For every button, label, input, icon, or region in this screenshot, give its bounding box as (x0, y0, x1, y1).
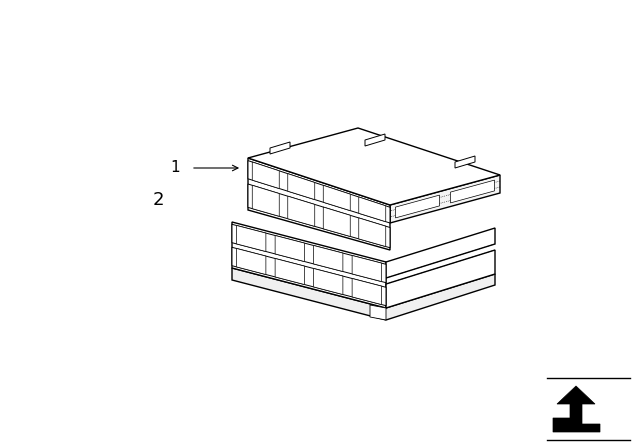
Polygon shape (252, 162, 279, 189)
Polygon shape (359, 218, 386, 246)
Polygon shape (248, 160, 390, 223)
Polygon shape (248, 128, 500, 205)
Polygon shape (390, 175, 500, 223)
Polygon shape (396, 195, 440, 218)
Polygon shape (455, 156, 475, 168)
Polygon shape (386, 250, 495, 308)
Polygon shape (232, 222, 386, 308)
Polygon shape (359, 197, 386, 222)
Polygon shape (314, 246, 343, 271)
Text: 2: 2 (152, 191, 164, 209)
Polygon shape (248, 184, 390, 248)
Polygon shape (237, 225, 266, 251)
Polygon shape (237, 249, 266, 275)
Polygon shape (352, 279, 381, 305)
Polygon shape (314, 268, 343, 294)
Polygon shape (232, 224, 386, 283)
Polygon shape (288, 174, 315, 199)
Polygon shape (275, 236, 305, 262)
Polygon shape (451, 180, 495, 203)
Polygon shape (270, 142, 290, 154)
Polygon shape (232, 247, 386, 306)
Polygon shape (232, 268, 495, 320)
Polygon shape (323, 185, 350, 211)
Polygon shape (352, 255, 381, 281)
Polygon shape (275, 258, 305, 284)
Polygon shape (386, 228, 495, 278)
Polygon shape (553, 386, 600, 432)
Text: 1: 1 (170, 160, 180, 176)
Polygon shape (370, 305, 386, 320)
Polygon shape (248, 158, 390, 250)
Polygon shape (288, 196, 315, 226)
Polygon shape (323, 207, 350, 237)
Polygon shape (365, 134, 385, 146)
Polygon shape (252, 185, 279, 216)
